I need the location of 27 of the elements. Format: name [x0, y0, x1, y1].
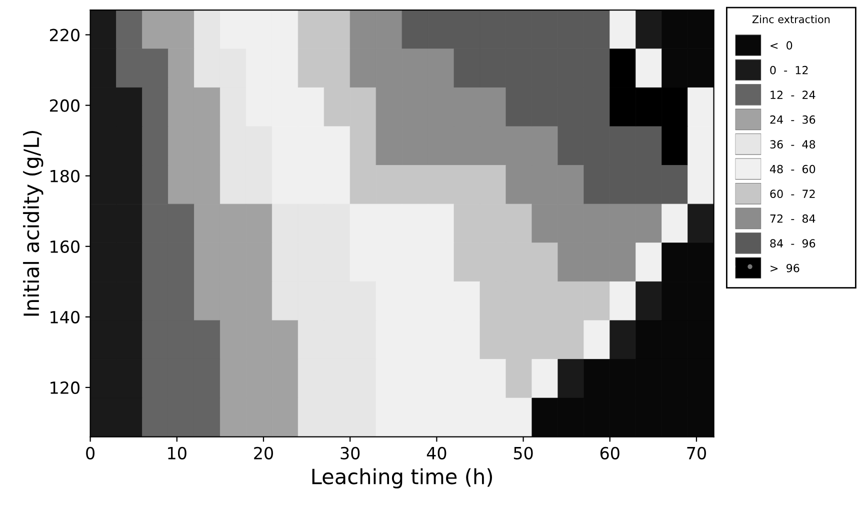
- color-bar-label: 72 - 84: [770, 214, 816, 223]
- color-bar-label: 48 - 60: [770, 164, 816, 174]
- y-tick-label: 120: [50, 381, 80, 394]
- x-tick-label: 10: [168, 446, 186, 460]
- x-tick-label: 0: [86, 446, 94, 460]
- y-tick-label: 140: [50, 310, 80, 324]
- color-bar-title: Zinc extraction: [752, 15, 830, 24]
- color-bar-label: 24 - 36: [770, 115, 816, 124]
- color-bar-label: 12 - 24: [770, 90, 816, 99]
- x-tick-label: 50: [514, 446, 533, 460]
- y-tick-label: 160: [50, 240, 80, 253]
- y-tick-label: 220: [50, 28, 80, 42]
- x-tick-label: 20: [254, 446, 273, 460]
- color-bar-label: 60 - 72: [770, 190, 815, 198]
- y-tick-label: 200: [50, 99, 80, 112]
- color-bar-label: 36 - 48: [770, 140, 816, 149]
- x-tick-label: 30: [340, 446, 360, 460]
- x-tick-label: 60: [600, 446, 620, 460]
- y-axis-title: Initial acidity (g/L): [23, 130, 44, 316]
- color-bar-label: < 0: [770, 41, 792, 50]
- y-tick-label: 180: [50, 170, 80, 182]
- color-bar-label: 84 - 96: [770, 239, 816, 248]
- x-axis-title: Leaching time (h): [312, 468, 492, 488]
- color-bar-label: > 96: [770, 264, 800, 272]
- color-bar-label: 0 - 12: [770, 66, 808, 74]
- x-tick-label: 70: [687, 446, 706, 460]
- x-tick-label: 40: [426, 446, 446, 460]
